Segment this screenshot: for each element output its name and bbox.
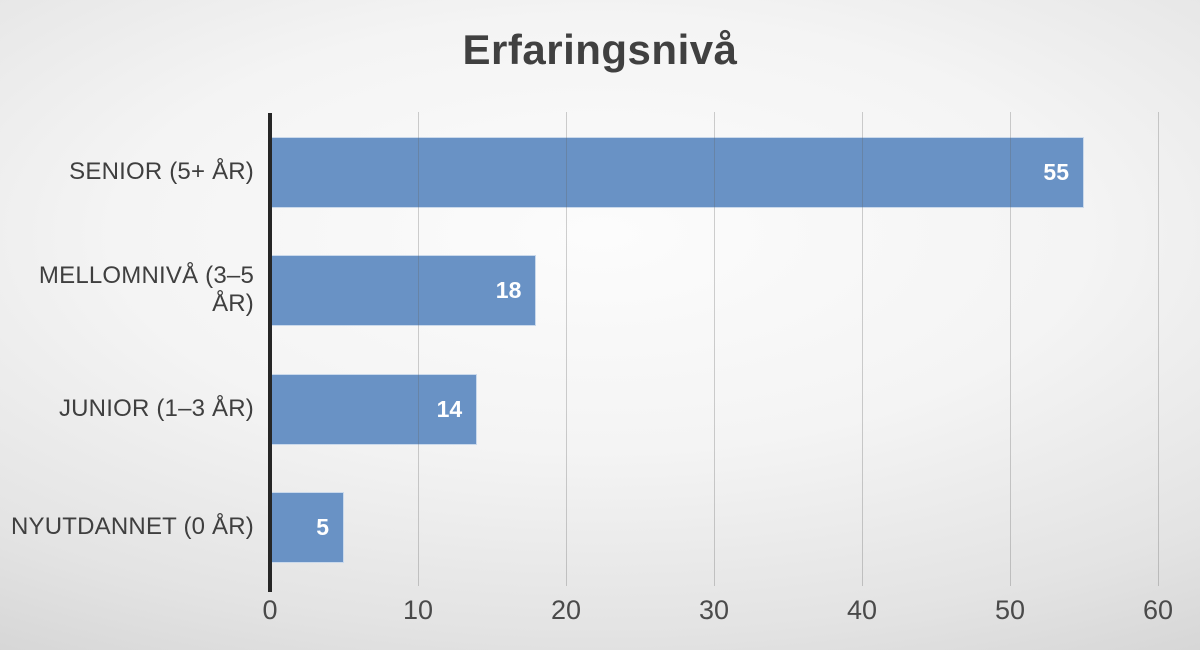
bar-row: 14 (270, 350, 1158, 468)
bar-1: 55 (270, 137, 1084, 208)
category-label: MELLOMNIVÅ (3–5 ÅR) (38, 262, 254, 318)
category-label: NYUTDANNET (0 ÅR) (11, 512, 254, 540)
gridline-30 (714, 112, 715, 586)
x-tick-label-10: 10 (402, 595, 434, 625)
gridline-60 (1158, 112, 1159, 586)
bar-value-label: 55 (1043, 159, 1069, 185)
bar-value-label: 18 (495, 277, 522, 304)
bar-value-label: 14 (436, 395, 463, 422)
category-label: SENIOR (5+ ÅR) (69, 158, 254, 186)
gridline-50 (1010, 112, 1011, 586)
x-tick-label-30: 30 (698, 595, 730, 625)
bar-row: 18 (270, 231, 1158, 349)
gridline-10 (417, 112, 419, 586)
x-tick-label-0: 0 (262, 595, 278, 625)
bar-value-label: 5 (316, 513, 329, 540)
x-tick-label-50: 50 (994, 595, 1026, 625)
category-axis-line (268, 113, 272, 592)
x-tick-label-20: 20 (550, 595, 582, 625)
plot-area: 55 18 14 5 (268, 112, 1159, 592)
value-axis-tick-labels: 0 10 20 30 40 50 60 (262, 595, 1173, 631)
category-label: JUNIOR (1–3 ÅR) (58, 394, 254, 422)
chart-title: Erfaringsnivå (462, 26, 738, 73)
gridline-40 (861, 112, 863, 586)
x-tick-label-40: 40 (846, 595, 878, 625)
category-axis-labels: SENIOR (5+ ÅR) MELLOMNIVÅ (3–5 ÅR) JUNIOR … (0, 113, 254, 586)
bar-row: 55 (270, 113, 1158, 231)
bar-3: 14 (270, 373, 478, 445)
gridline-20 (565, 112, 567, 586)
bar-4: 5 (270, 491, 344, 563)
x-tick-label-60: 60 (1142, 595, 1174, 625)
bar-2: 18 (270, 255, 537, 327)
